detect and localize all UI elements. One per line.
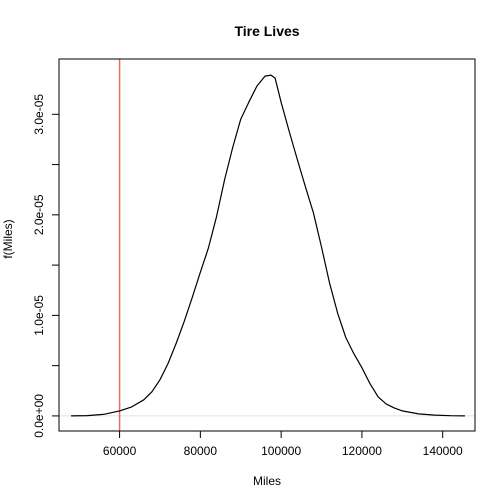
- x-tick-label: 100000: [261, 444, 301, 458]
- x-tick-label: 140000: [423, 444, 463, 458]
- y-axis-label: f(Miles): [1, 219, 15, 258]
- density-curve-0: [71, 74, 465, 417]
- x-tick-label: 60000: [103, 444, 137, 458]
- x-axis-label: Miles: [253, 474, 281, 488]
- y-tick-label: 1.0e-05: [32, 295, 46, 336]
- y-tick-label: 0.0e+00: [32, 394, 46, 438]
- x-axis: 60000 80000 100000 120000 140000: [103, 430, 463, 458]
- y-tick-label: 3.0e-05: [32, 94, 46, 135]
- x-tick-label: 120000: [342, 444, 382, 458]
- y-axis: 0.0e+00 1.0e-05 2.0e-05 3.0e-05: [32, 94, 60, 438]
- plot-frame: [58, 58, 476, 432]
- y-tick-label: 2.0e-05: [32, 194, 46, 235]
- chart-title: Tire Lives: [234, 23, 299, 39]
- plot-area: [58, 58, 476, 432]
- x-tick-label: 80000: [184, 444, 218, 458]
